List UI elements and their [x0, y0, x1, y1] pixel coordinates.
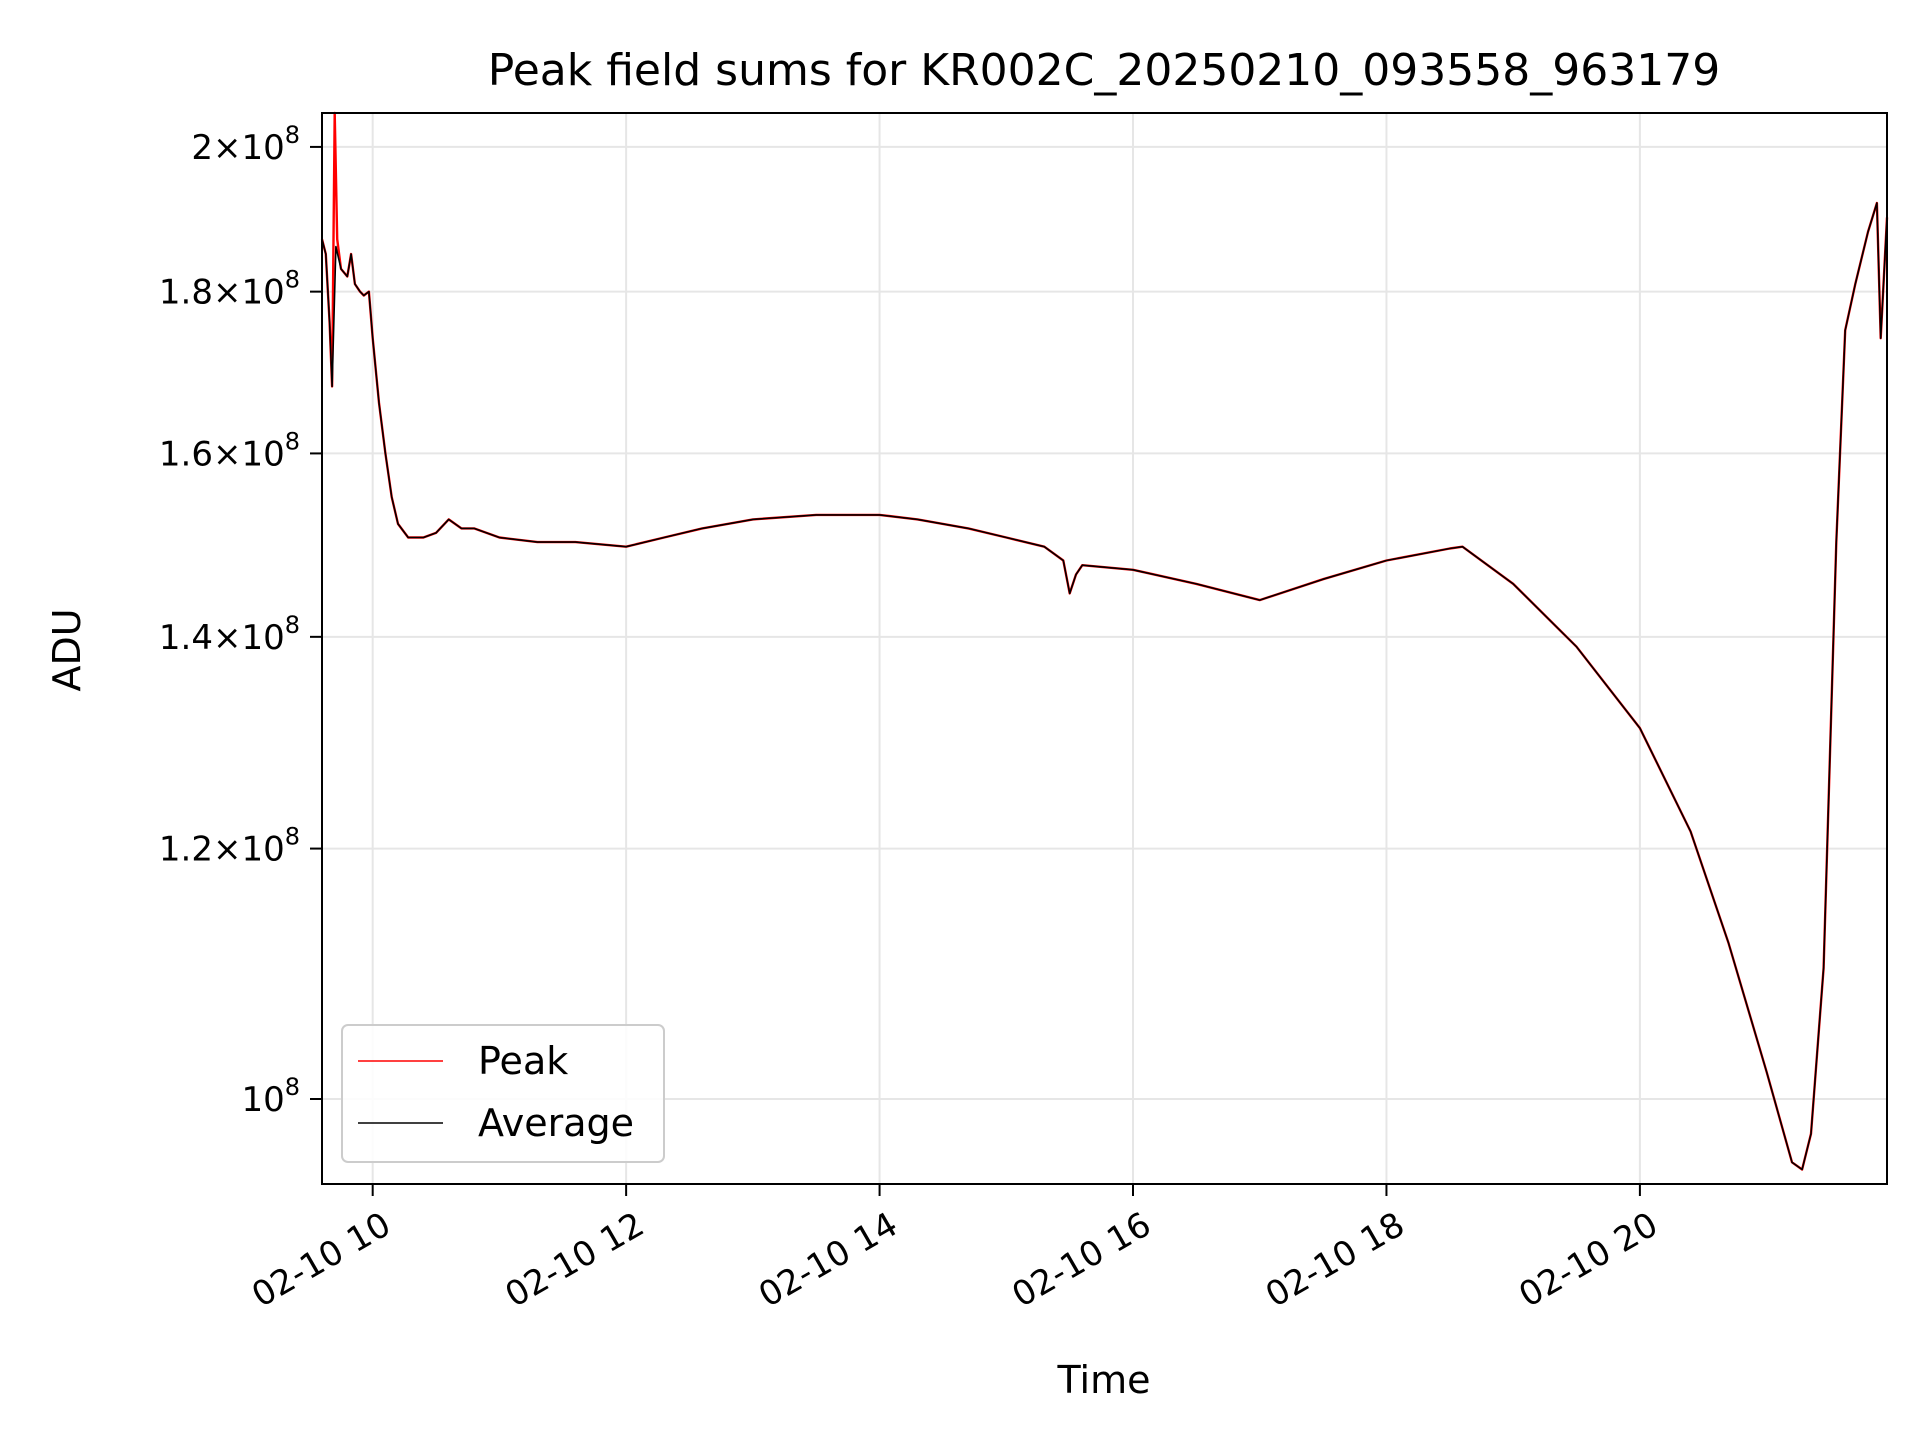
- grid: [322, 113, 1887, 1184]
- legend-box: [341, 1024, 665, 1163]
- y-tick-label-1: 1.2×108: [159, 823, 300, 870]
- legend-label-average: Average: [478, 1101, 634, 1145]
- chart-title: Peak field sums for KR002C_20250210_0935…: [488, 45, 1720, 96]
- y-tick-label-3: 1.6×108: [159, 427, 300, 474]
- legend: Peak Average: [341, 1024, 665, 1163]
- legend-label-peak: Peak: [478, 1039, 568, 1083]
- series-layer: [320, 111, 1889, 1171]
- y-axis: 108 1.2×108 1.4×108 1.6×108 1.8×108 2×108: [159, 121, 322, 1120]
- y-tick-label-4: 1.8×108: [159, 266, 300, 313]
- y-axis-label: ADU: [45, 608, 89, 691]
- y-tick-label-2: 1.4×108: [159, 611, 300, 658]
- plot-frame: [321, 112, 1888, 1185]
- series-line-average: [321, 202, 1888, 1171]
- y-tick-label-0: 108: [241, 1073, 300, 1120]
- x-axis-label: Time: [1057, 1358, 1151, 1402]
- y-tick-label-5: 2×108: [191, 121, 300, 168]
